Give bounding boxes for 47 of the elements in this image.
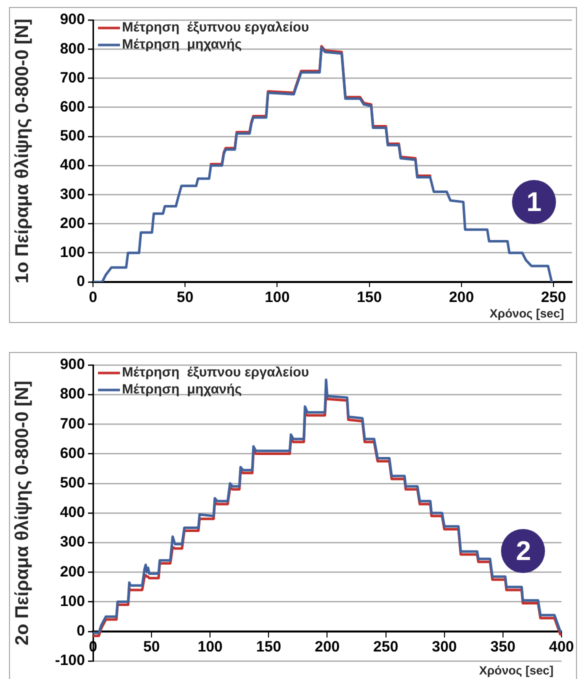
y-tick-label: 200 [60,563,85,580]
x-tick-label: 250 [373,638,398,656]
y-tick-label: 600 [60,98,85,116]
x-tick-label: 50 [143,638,160,656]
y-tick-label: 800 [60,40,85,58]
legend-label: Μέτρηση μηχανής [122,36,242,52]
y-tick-label: 0 [76,273,85,290]
x-tick-label: 300 [432,638,457,656]
y-axis-title: 1ο Πείραμα θλίψης 0-800-0 [N] [11,18,32,284]
y-tick-label: 700 [60,415,85,432]
y-tick-label: 400 [60,504,85,522]
circle-badge: 2 [501,529,546,574]
x-tick-label: 50 [176,289,194,306]
y-tick-label: 200 [60,214,85,232]
x-axis-title: Χρόνος [sec] [479,663,554,678]
x-axis-title: Χρόνος [sec] [490,306,564,320]
x-tick-label: 200 [448,289,474,306]
y-tick-label: 600 [60,444,85,462]
y-axis-title: 2ο Πείραμα θλίψης 0-800-0 [N] [11,380,32,646]
x-tick-label: 250 [541,289,566,306]
circle-badge: 1 [512,180,556,224]
x-tick-label: 150 [356,289,382,306]
y-tick-label: 300 [60,186,85,203]
y-tick-label: 300 [60,534,85,551]
x-tick-label: 100 [198,638,223,656]
annotation: 1 [526,186,542,216]
legend-label: Μέτρηση έξυπνου εργαλείου [122,364,310,380]
x-tick-label: 100 [264,289,290,306]
legend-label: Μέτρηση έξυπνου εργαλείου [122,20,310,35]
x-tick-label: 400 [548,638,574,656]
y-tick-label: 0 [76,622,85,640]
legend-label: Μέτρηση μηχανής [122,382,242,397]
x-tick-label: 0 [88,289,98,306]
x-tick-label: 200 [314,638,340,656]
x-tick-label: 350 [490,638,516,656]
y-tick-label: 100 [60,592,85,610]
y-tick-label: 400 [60,156,85,174]
y-tick-label: -100 [54,652,85,670]
y-tick-label: 900 [60,356,85,374]
y-tick-label: 700 [60,69,85,86]
annotation: 2 [516,536,531,566]
y-tick-label: 500 [60,128,85,145]
y-tick-label: 800 [60,386,85,403]
x-tick-label: 150 [256,638,282,656]
y-tick-label: 500 [60,474,85,492]
y-tick-label: 900 [60,11,85,28]
y-tick-label: 100 [60,244,85,262]
